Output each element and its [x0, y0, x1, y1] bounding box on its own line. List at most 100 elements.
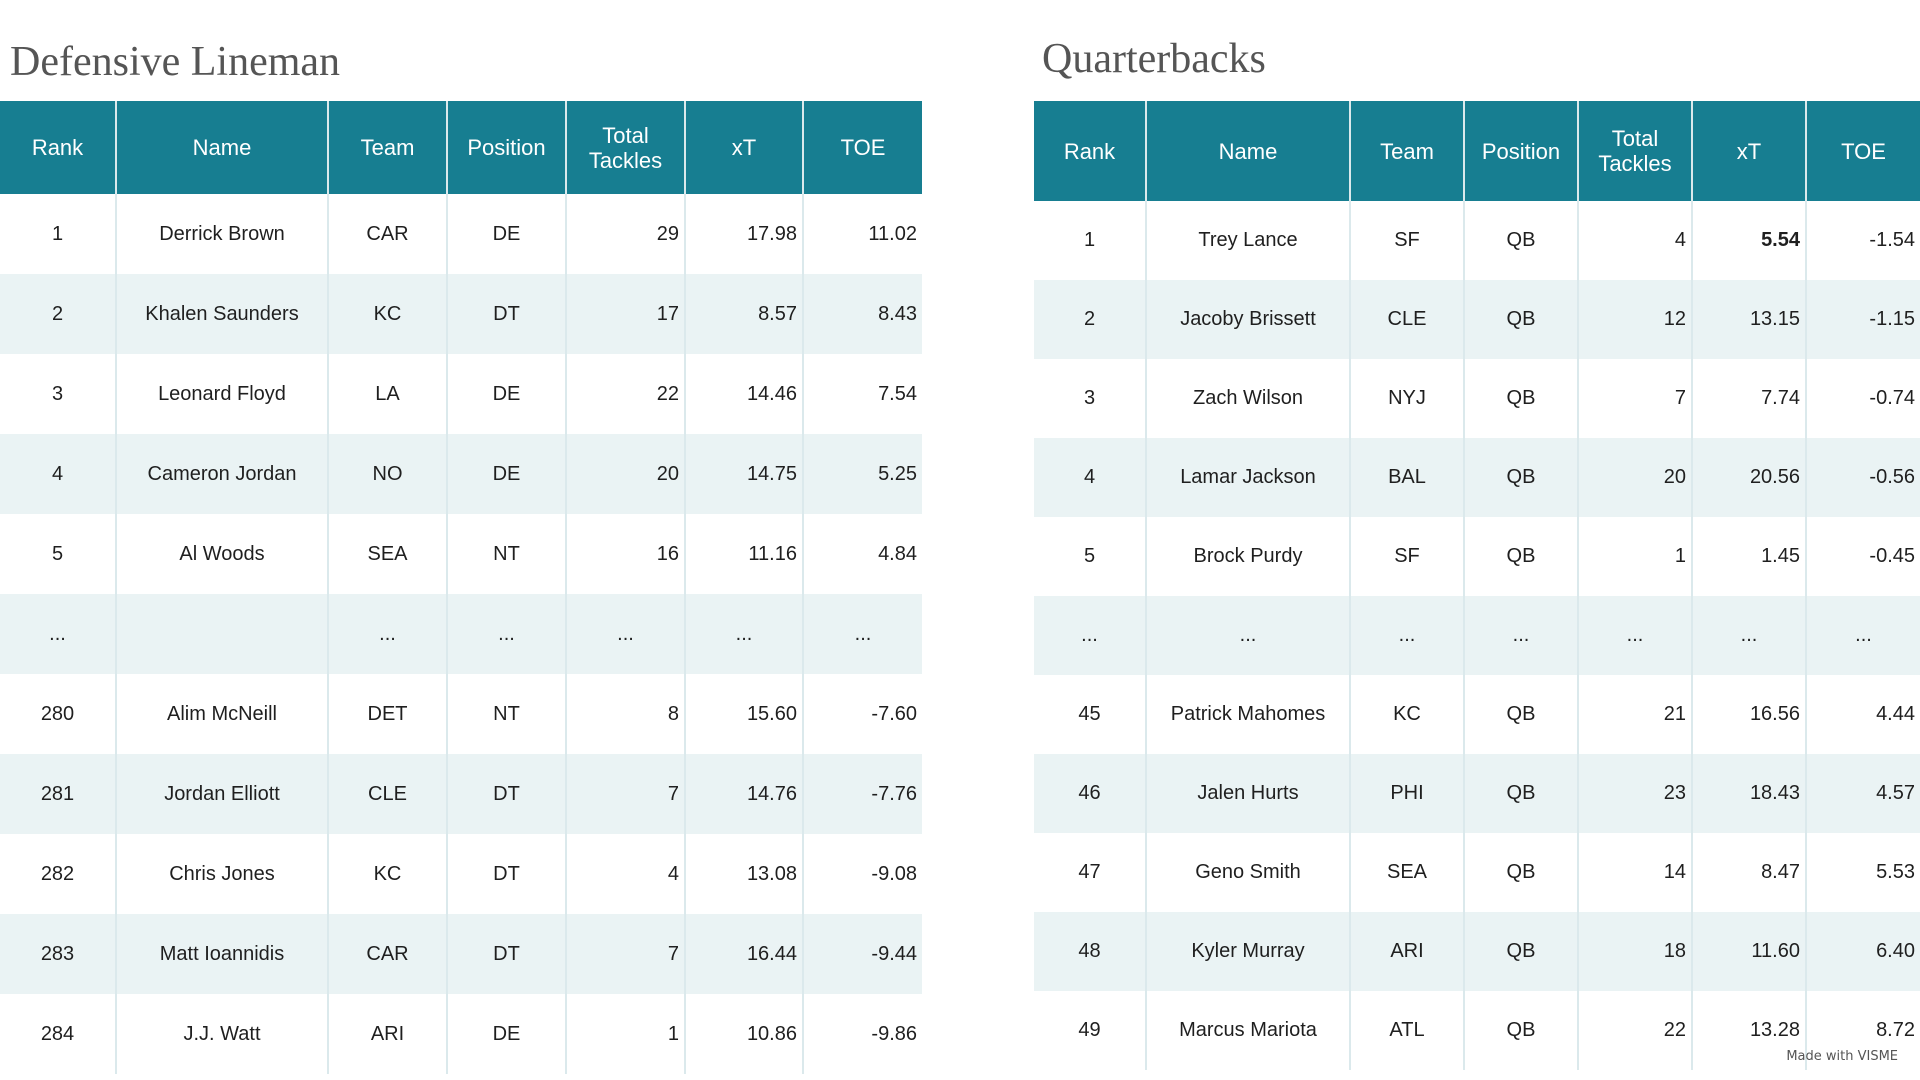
table-cell: SF	[1349, 517, 1464, 596]
table-cell: ...	[1691, 596, 1806, 675]
table-cell: 4	[1034, 438, 1146, 517]
table-cell: 14.46	[684, 354, 803, 434]
header-row: Rank Name Team Position Total Tackles xT TOE	[1034, 101, 1920, 201]
table-cell: 11.60	[1691, 912, 1806, 991]
table-row: ..................	[0, 594, 922, 674]
table-cell: ...	[565, 594, 685, 674]
table-cell: 15.60	[684, 674, 803, 754]
table-cell: -9.08	[802, 834, 922, 914]
table-cell: NT	[446, 674, 566, 754]
table-cell: 7.74	[1691, 359, 1806, 438]
table-cell: 5.25	[802, 434, 922, 514]
table-cell: QB	[1463, 517, 1578, 596]
table-cell: ...	[1349, 596, 1464, 675]
table-cell: 8.72	[1805, 991, 1920, 1070]
table-cell: 8.47	[1691, 833, 1806, 912]
table-cell: 281	[0, 754, 116, 834]
table-cell: NO	[327, 434, 447, 514]
table-cell: 1.45	[1691, 517, 1806, 596]
table-cell: 21	[1577, 675, 1692, 754]
column-header: xT	[1691, 101, 1806, 201]
table-cell: NYJ	[1349, 359, 1464, 438]
table-cell: Marcus Mariota	[1145, 991, 1350, 1070]
table-cell: 5.54	[1691, 201, 1806, 280]
table-cell: 7.54	[802, 354, 922, 434]
table-cell: 16.44	[684, 914, 803, 994]
column-header: Team	[327, 101, 447, 194]
table-cell: Jordan Elliott	[115, 754, 328, 834]
table-cell: -1.15	[1805, 280, 1920, 359]
table-cell: LA	[327, 354, 447, 434]
table-cell: 282	[0, 834, 116, 914]
table-cell: 14.76	[684, 754, 803, 834]
table-cell: 29	[565, 194, 685, 274]
table-cell: Cameron Jordan	[115, 434, 328, 514]
table-cell: CAR	[327, 194, 447, 274]
column-header: Position	[446, 101, 566, 194]
table-cell: Patrick Mahomes	[1145, 675, 1350, 754]
table-cell: KC	[1349, 675, 1464, 754]
table-cell: QB	[1463, 438, 1578, 517]
column-header: Team	[1349, 101, 1464, 201]
defensive-lineman-table: Rank Name Team Position Total Tackles xT TOE 1…	[0, 101, 922, 1074]
table-cell: 49	[1034, 991, 1146, 1070]
header-row: Rank Name Team Position Total Tackles xT TOE	[0, 101, 922, 194]
table-cell: DE	[446, 434, 566, 514]
table-cell: DE	[446, 194, 566, 274]
table-cell: 17	[565, 274, 685, 354]
table-cell: 10.86	[684, 994, 803, 1074]
table-cell: 3	[0, 354, 116, 434]
table-cell: Kyler Murray	[1145, 912, 1350, 991]
table-cell: Jacoby Brissett	[1145, 280, 1350, 359]
table-cell: 18.43	[1691, 754, 1806, 833]
table-cell: 4.44	[1805, 675, 1920, 754]
table-cell: ...	[1145, 596, 1350, 675]
table-row: 1 Derrick Brown CAR DE 29 17.98 11.02	[0, 194, 922, 274]
table-cell: -9.44	[802, 914, 922, 994]
table-cell: QB	[1463, 833, 1578, 912]
table-cell: 4	[565, 834, 685, 914]
table-cell: -0.45	[1805, 517, 1920, 596]
column-header: TOE	[802, 101, 922, 194]
table-cell: ATL	[1349, 991, 1464, 1070]
table-cell: QB	[1463, 991, 1578, 1070]
table-cell: 5	[0, 514, 116, 594]
table-cell: KC	[327, 834, 447, 914]
column-header: Position	[1463, 101, 1578, 201]
table-cell: PHI	[1349, 754, 1464, 833]
column-header: Rank	[0, 101, 116, 194]
table-cell: 12	[1577, 280, 1692, 359]
table-cell: BAL	[1349, 438, 1464, 517]
table-cell: NT	[446, 514, 566, 594]
table-cell: KC	[327, 274, 447, 354]
table-row: 282 Chris Jones KC DT 4 13.08 -9.08	[0, 834, 922, 914]
table-cell: Geno Smith	[1145, 833, 1350, 912]
table-cell: 17.98	[684, 194, 803, 274]
table-cell: 8.57	[684, 274, 803, 354]
table-cell: 22	[1577, 991, 1692, 1070]
table-cell: Zach Wilson	[1145, 359, 1350, 438]
table-cell: ARI	[327, 994, 447, 1074]
table-cell: 7	[565, 754, 685, 834]
table-cell: 1	[1577, 517, 1692, 596]
column-header: Name	[1145, 101, 1350, 201]
table-cell: ...	[1463, 596, 1578, 675]
table-cell: Chris Jones	[115, 834, 328, 914]
table-cell: 5	[1034, 517, 1146, 596]
table-row: 281 Jordan Elliott CLE DT 7 14.76 -7.76	[0, 754, 922, 834]
table-row: 5 Brock Purdy SF QB 1 1.45 -0.45	[1034, 517, 1920, 596]
table-cell: 1	[565, 994, 685, 1074]
table-cell: 5.53	[1805, 833, 1920, 912]
table-cell: 11.02	[802, 194, 922, 274]
table-cell: QB	[1463, 675, 1578, 754]
table-row: 2 Jacoby Brissett CLE QB 12 13.15 -1.15	[1034, 280, 1920, 359]
table-row: 48 Kyler Murray ARI QB 18 11.60 6.40	[1034, 912, 1920, 991]
table-cell: DT	[446, 274, 566, 354]
table-cell: 18	[1577, 912, 1692, 991]
table-row: 5 Al Woods SEA NT 16 11.16 4.84	[0, 514, 922, 594]
table-cell: QB	[1463, 359, 1578, 438]
table-cell: 1	[1034, 201, 1146, 280]
table-cell: 20.56	[1691, 438, 1806, 517]
table-row: 3 Leonard Floyd LA DE 22 14.46 7.54	[0, 354, 922, 434]
table-cell: 14	[1577, 833, 1692, 912]
